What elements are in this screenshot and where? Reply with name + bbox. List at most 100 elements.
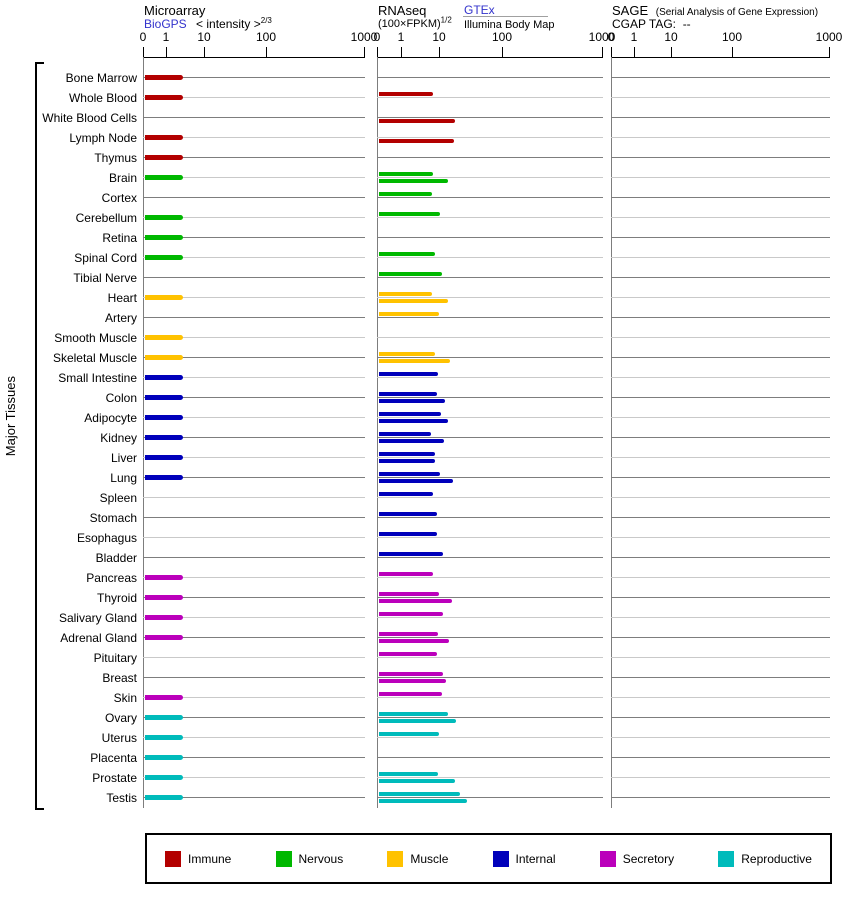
tissue-row xyxy=(143,388,365,408)
row-track-line xyxy=(611,577,830,578)
tissue-label: Salivary Gland xyxy=(58,611,137,625)
gtex-bar xyxy=(379,312,439,316)
row-track-line xyxy=(143,97,365,98)
gtex-bar xyxy=(379,592,439,596)
row-track-line xyxy=(611,497,830,498)
gtex-bar xyxy=(379,792,460,796)
microarray-bar xyxy=(145,95,183,100)
row-track-line xyxy=(611,477,830,478)
tissue-row xyxy=(143,148,365,168)
tissue-row xyxy=(377,148,603,168)
tissue-row xyxy=(143,328,365,348)
tissue-row xyxy=(143,608,365,628)
tissue-row xyxy=(143,188,365,208)
tissue-row xyxy=(377,468,603,488)
tissue-row xyxy=(611,408,830,428)
tissue-row xyxy=(377,648,603,668)
tissue-row xyxy=(611,88,830,108)
legend-label: Internal xyxy=(515,851,556,866)
row-track-line xyxy=(377,597,603,598)
tissue-label: Lymph Node xyxy=(69,131,137,145)
tissue-row xyxy=(611,748,830,768)
tissue-row xyxy=(143,88,365,108)
microarray-bar xyxy=(145,215,183,220)
row-track-line xyxy=(377,277,603,278)
illumina-bar xyxy=(379,719,456,723)
row-track-line xyxy=(611,737,830,738)
tissue-row xyxy=(143,408,365,428)
tissue-row xyxy=(611,228,830,248)
row-track-line xyxy=(143,437,365,438)
row-track-line xyxy=(377,337,603,338)
sage-panel xyxy=(611,68,830,808)
row-track-line xyxy=(611,157,830,158)
row-track-line xyxy=(143,77,365,78)
microarray-bar xyxy=(145,295,183,300)
gtex-bar xyxy=(379,512,437,516)
microarray-bar xyxy=(145,735,183,740)
tissue-labels-column: Bone Marrow Whole Blood White Blood Cells L… xyxy=(36,68,137,808)
legend-item: Muscle xyxy=(387,850,448,867)
legend-swatch-immune xyxy=(165,850,181,867)
tissue-row xyxy=(143,268,365,288)
tissue-row xyxy=(611,768,830,788)
gtex-bar xyxy=(379,652,437,656)
row-track-line xyxy=(377,257,603,258)
row-track-line xyxy=(377,557,603,558)
tissue-row xyxy=(143,628,365,648)
gtex-link[interactable]: GTEx xyxy=(464,3,495,17)
axis-tick xyxy=(166,47,167,57)
row-track-line xyxy=(143,237,365,238)
tissue-row xyxy=(143,68,365,88)
row-track-line xyxy=(611,417,830,418)
tissue-row xyxy=(611,188,830,208)
tissue-label: Breast xyxy=(102,671,137,685)
tissue-row xyxy=(611,108,830,128)
row-track-line xyxy=(377,97,603,98)
illumina-label: Illumina Body Map xyxy=(464,19,555,31)
tissue-row xyxy=(143,108,365,128)
gtex-bar xyxy=(379,472,440,476)
tissue-row xyxy=(611,528,830,548)
biogps-link[interactable]: BioGPS xyxy=(144,17,187,31)
sage-axis-baseline xyxy=(611,57,612,808)
row-track-line xyxy=(377,457,603,458)
row-track-line xyxy=(377,77,603,78)
tissue-row xyxy=(143,748,365,768)
tissue-row xyxy=(611,248,830,268)
microarray-bar xyxy=(145,595,183,600)
tissue-row xyxy=(377,248,603,268)
row-track-line xyxy=(143,497,365,498)
tissue-row xyxy=(143,788,365,808)
tissue-row xyxy=(611,488,830,508)
tissue-row xyxy=(377,628,603,648)
microarray-exponent: 2/3 xyxy=(260,16,272,25)
legend-label: Nervous xyxy=(298,851,344,866)
legend: Immune Nervous Muscle Internal Secretory Repr… xyxy=(145,833,832,884)
tissue-label: Artery xyxy=(104,311,137,325)
tissue-row xyxy=(143,668,365,688)
rnaseq-measure-label: (100×FPKM)1/2 xyxy=(378,15,452,30)
tissue-row xyxy=(143,528,365,548)
row-track-line xyxy=(611,317,830,318)
row-track-line xyxy=(143,317,365,318)
microarray-bar xyxy=(145,255,183,260)
microarray-measure-label: < intensity > xyxy=(196,17,261,31)
microarray-title: Microarray xyxy=(144,3,206,18)
tissue-row xyxy=(377,688,603,708)
row-track-line xyxy=(377,317,603,318)
row-track-line xyxy=(611,177,830,178)
tissue-label: Lung xyxy=(110,471,137,485)
illumina-bar xyxy=(379,399,445,403)
tissue-row xyxy=(611,388,830,408)
tissue-row xyxy=(377,108,603,128)
row-track-line xyxy=(143,537,365,538)
tissue-label: Ovary xyxy=(104,711,137,725)
axis-tick xyxy=(143,47,144,57)
row-track-line xyxy=(611,617,830,618)
axis-tick xyxy=(364,47,365,57)
row-track-line xyxy=(377,137,603,138)
axis-tick xyxy=(634,47,635,57)
row-track-line xyxy=(377,297,603,298)
gtex-bar xyxy=(379,452,435,456)
